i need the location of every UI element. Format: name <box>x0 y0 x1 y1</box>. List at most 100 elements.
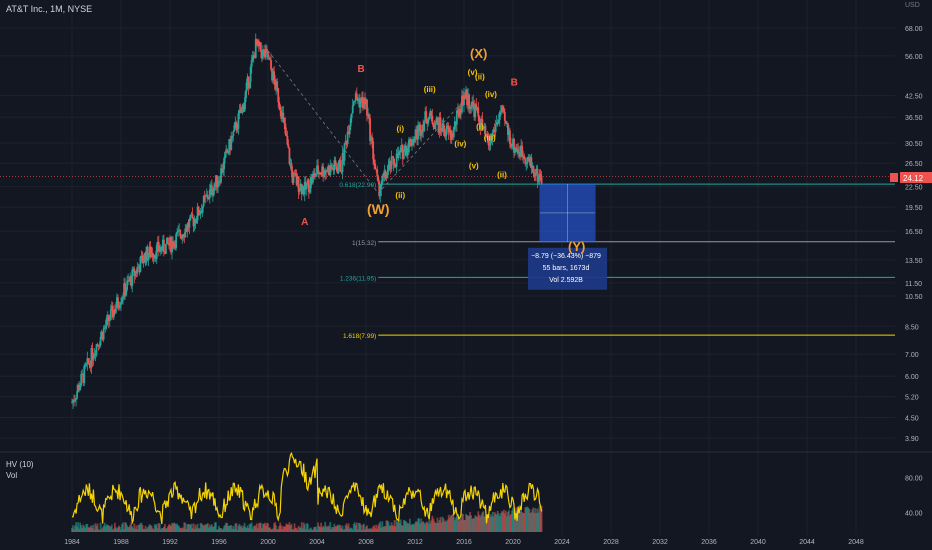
candle-body[interactable] <box>536 168 539 182</box>
candle-body[interactable] <box>401 145 404 160</box>
candle-body[interactable] <box>297 176 300 192</box>
candle-body[interactable] <box>209 185 212 190</box>
candle-body[interactable] <box>341 153 344 172</box>
candle-body[interactable] <box>176 231 179 234</box>
candle-body[interactable] <box>86 358 89 365</box>
candle-body[interactable] <box>380 184 383 190</box>
candle-body[interactable] <box>462 95 464 106</box>
candle-body[interactable] <box>191 213 194 219</box>
candle-body[interactable] <box>342 153 345 161</box>
candle-body[interactable] <box>385 177 388 179</box>
candle-body[interactable] <box>242 104 245 112</box>
candle-body[interactable] <box>430 111 433 116</box>
candle-body[interactable] <box>133 268 136 277</box>
candle-body[interactable] <box>314 172 316 177</box>
candle-body[interactable] <box>241 104 244 108</box>
candle-body[interactable] <box>329 165 332 176</box>
candle-body[interactable] <box>106 315 109 318</box>
candle-body[interactable] <box>283 117 286 124</box>
candle-body[interactable] <box>466 89 468 106</box>
candle-body[interactable] <box>312 174 314 183</box>
candle-body[interactable] <box>476 107 479 110</box>
candle-body[interactable] <box>500 106 503 112</box>
candle-body[interactable] <box>281 112 284 120</box>
candle-body[interactable] <box>428 116 431 120</box>
candle-body[interactable] <box>442 123 445 131</box>
candle-body[interactable] <box>289 163 292 164</box>
candle-body[interactable] <box>384 170 387 178</box>
candle-body[interactable] <box>128 280 131 282</box>
candle-body[interactable] <box>163 251 166 255</box>
candle-body[interactable] <box>73 399 75 402</box>
candle-body[interactable] <box>406 147 409 153</box>
candle-body[interactable] <box>532 165 535 173</box>
candle-body[interactable] <box>367 114 369 116</box>
candle-body[interactable] <box>362 97 364 109</box>
candle-body[interactable] <box>496 122 499 124</box>
candle-body[interactable] <box>225 149 228 153</box>
candle-body[interactable] <box>199 210 202 215</box>
candle-body[interactable] <box>512 138 514 147</box>
candle-body[interactable] <box>162 239 165 252</box>
candle-body[interactable] <box>520 145 523 157</box>
candle-body[interactable] <box>96 344 99 346</box>
candle-body[interactable] <box>424 111 427 122</box>
candle-body[interactable] <box>253 55 256 59</box>
candle-body[interactable] <box>438 117 441 133</box>
candle-body[interactable] <box>82 373 85 383</box>
candle-body[interactable] <box>118 306 120 308</box>
candle-body[interactable] <box>482 128 485 129</box>
candle-body[interactable] <box>501 106 504 110</box>
candle-body[interactable] <box>521 145 524 157</box>
candle-body[interactable] <box>236 128 239 131</box>
candle-body[interactable] <box>473 105 476 118</box>
candle-body[interactable] <box>223 158 226 170</box>
candle-body[interactable] <box>88 362 91 364</box>
candle-body[interactable] <box>319 172 321 175</box>
candle-body[interactable] <box>408 138 411 140</box>
candle-body[interactable] <box>108 319 111 322</box>
candle-body[interactable] <box>524 158 527 164</box>
candle-body[interactable] <box>93 353 96 358</box>
candle-body[interactable] <box>395 153 398 167</box>
candle-body[interactable] <box>433 126 436 130</box>
candle-body[interactable] <box>137 266 140 268</box>
candle-body[interactable] <box>140 255 143 257</box>
candle-body[interactable] <box>491 132 494 139</box>
candle-body[interactable] <box>240 107 243 114</box>
candle-body[interactable] <box>179 230 182 237</box>
candle-body[interactable] <box>465 89 467 99</box>
candle-body[interactable] <box>94 353 97 356</box>
candle-body[interactable] <box>356 98 359 102</box>
candle-body[interactable] <box>206 194 209 199</box>
candle-body[interactable] <box>75 398 77 400</box>
candle-body[interactable] <box>126 280 129 290</box>
candle-body[interactable] <box>468 94 471 108</box>
candle-body[interactable] <box>274 79 277 90</box>
candle-body[interactable] <box>506 123 509 136</box>
candle-body[interactable] <box>495 122 498 125</box>
candle-body[interactable] <box>136 266 139 274</box>
candle-body[interactable] <box>292 173 295 183</box>
price-axis[interactable]: 68.00 56.00 42.50 36.50 30.50 26.50 22.50 19.50… <box>905 26 923 518</box>
candle-body[interactable] <box>205 194 208 196</box>
candle-body[interactable] <box>487 135 490 146</box>
candle-body[interactable] <box>184 228 187 237</box>
candle-body[interactable] <box>522 155 525 157</box>
candle-body[interactable] <box>254 39 257 59</box>
candle-body[interactable] <box>417 126 419 140</box>
candle-body[interactable] <box>350 113 353 119</box>
candle-body[interactable] <box>160 246 163 251</box>
candle-body[interactable] <box>290 163 293 171</box>
candle-body[interactable] <box>366 99 368 116</box>
candle-body[interactable] <box>244 91 247 103</box>
candle-body[interactable] <box>332 167 335 171</box>
candle-body[interactable] <box>374 163 377 169</box>
candle-body[interactable] <box>83 365 86 383</box>
candle-body[interactable] <box>259 42 262 52</box>
candle-body[interactable] <box>530 157 533 168</box>
candle-body[interactable] <box>74 399 76 402</box>
candle-body[interactable] <box>258 42 261 47</box>
candle-body[interactable] <box>221 168 223 173</box>
candle-body[interactable] <box>263 49 265 51</box>
